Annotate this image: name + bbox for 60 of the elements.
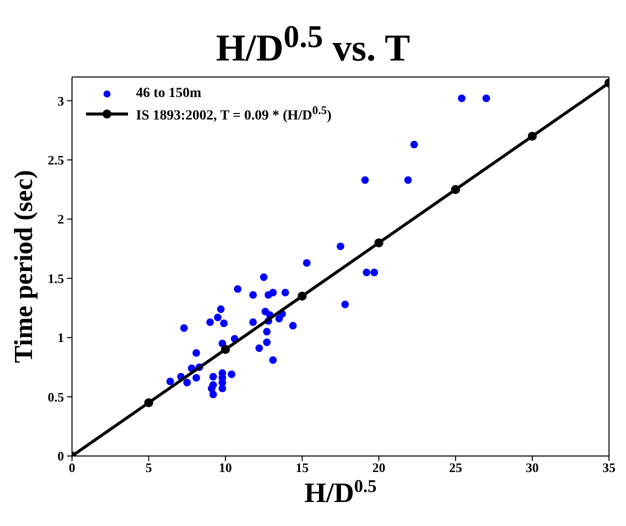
y-tick-label: 2	[58, 212, 64, 227]
point	[263, 328, 271, 336]
y-tick-label: 1	[58, 330, 64, 346]
point	[370, 268, 378, 276]
point	[482, 94, 490, 102]
legend-label: 46 to 150m	[136, 86, 202, 102]
point	[217, 305, 225, 313]
point	[458, 94, 466, 102]
x-tick-label: 0	[68, 460, 76, 476]
point	[166, 378, 174, 386]
point	[336, 242, 344, 250]
point	[362, 268, 370, 276]
point	[144, 398, 154, 408]
point	[451, 185, 460, 194]
point	[341, 300, 349, 308]
x-axis-title: H/D$^{0.5}$	[304, 476, 377, 509]
x-tick-label: 20	[372, 460, 386, 476]
point	[214, 314, 222, 322]
x-tick-label: 30	[526, 460, 539, 476]
point	[404, 176, 412, 184]
point	[192, 374, 200, 382]
point	[269, 356, 277, 364]
chart-title: H/D$^{0.5}$ vs. T	[214, 18, 412, 70]
point	[206, 318, 214, 326]
point	[281, 288, 290, 296]
point	[218, 384, 226, 392]
x-tick-label: 15	[296, 460, 310, 476]
point	[220, 344, 230, 354]
y-tick-label: 1.5	[48, 270, 64, 286]
point	[209, 390, 217, 398]
point	[180, 324, 188, 332]
x-tick-label: 35	[602, 460, 616, 476]
y-tick-label: 0	[58, 448, 64, 464]
point	[255, 344, 263, 352]
x-tick-label: 5	[145, 460, 152, 476]
point	[249, 291, 257, 299]
point	[302, 259, 311, 267]
point	[289, 322, 297, 330]
point	[410, 140, 418, 148]
point	[209, 372, 217, 380]
point	[249, 318, 257, 326]
y-tick-label: 2.5	[48, 152, 64, 168]
point	[263, 338, 271, 346]
point	[228, 370, 236, 378]
point	[260, 273, 268, 281]
point	[220, 320, 228, 328]
point	[374, 238, 384, 248]
point	[361, 176, 369, 184]
point	[234, 285, 242, 293]
point	[269, 288, 277, 296]
x-tick-label: 10	[218, 460, 232, 476]
point	[192, 349, 200, 357]
legend-label: IS 1893:2002, T = 0.09 * (H/D$^{0.5}$)	[136, 104, 332, 124]
point	[298, 292, 307, 301]
y-tick-label: 0.5	[48, 389, 64, 404]
y-axis-title: Time period (sec)	[9, 170, 38, 364]
point	[183, 378, 191, 386]
point	[528, 132, 537, 141]
y-tick-label: 3	[58, 93, 64, 108]
x-tick-label: 25	[449, 460, 463, 476]
